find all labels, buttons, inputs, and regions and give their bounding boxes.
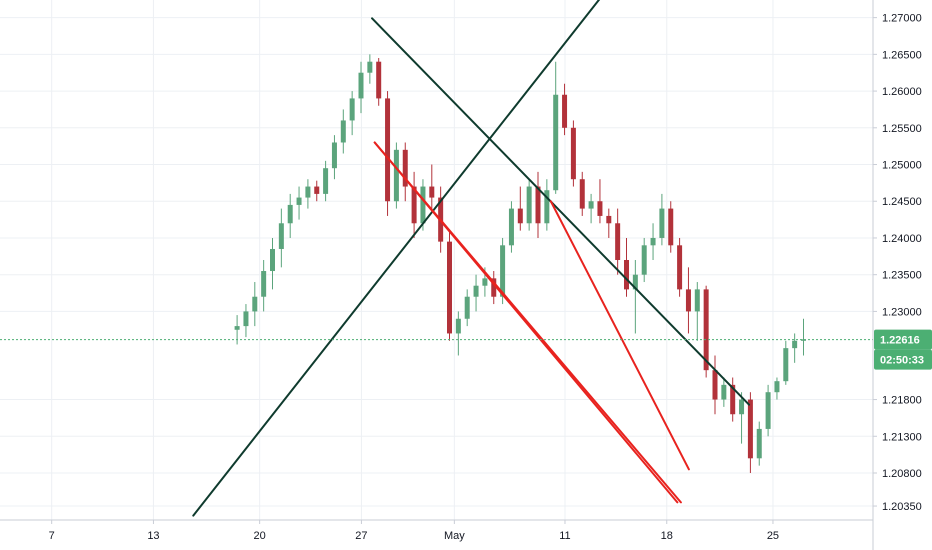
candle-body	[703, 289, 709, 371]
candle-body	[801, 339, 806, 341]
price-tick-label: 1.20800	[882, 468, 922, 480]
candle-body	[385, 98, 391, 202]
candle-body	[606, 215, 612, 224]
price-tick-label: 1.20350	[882, 501, 922, 513]
candle-body	[349, 98, 355, 121]
candle-body	[615, 223, 621, 260]
current-price-label: 1.22616	[880, 335, 920, 347]
price-tick-label: 1.23000	[882, 306, 922, 318]
candle-body	[340, 120, 346, 143]
candle-body	[252, 296, 258, 312]
candle-body	[482, 278, 488, 286]
candle-body	[553, 94, 559, 191]
candle-body	[526, 186, 532, 224]
trendline-channel-upper[interactable]	[549, 200, 690, 471]
candle-body	[261, 271, 267, 297]
candle-body	[632, 274, 638, 290]
price-tick-label: 1.25000	[882, 160, 922, 172]
price-tick-label: 1.21300	[882, 431, 922, 443]
price-tick-label: 1.25500	[882, 123, 922, 135]
candle-body	[278, 223, 284, 249]
trendline-descending-resistance[interactable]	[371, 17, 751, 406]
price-tick-label: 1.21800	[882, 395, 922, 407]
time-tick-label: 20	[254, 530, 266, 542]
candle-body	[694, 289, 700, 312]
candle-body	[429, 186, 435, 198]
candle-body	[641, 245, 647, 275]
candle-body	[314, 186, 320, 194]
time-tick-label: 18	[661, 530, 673, 542]
current-price-badge: 1.22616	[874, 329, 932, 350]
candle-body	[367, 61, 373, 73]
candle-body	[783, 348, 789, 382]
candle-body	[464, 296, 470, 319]
candle-body	[677, 245, 683, 290]
candle-body	[774, 381, 780, 393]
candle-body	[323, 168, 329, 194]
candle-body	[685, 289, 691, 312]
candle-body	[287, 204, 293, 224]
time-tick-label: 25	[767, 530, 779, 542]
price-tick-label: 1.23500	[882, 270, 922, 282]
candle-body	[402, 149, 408, 187]
price-tick-label: 1.24000	[882, 233, 922, 245]
candle-body	[393, 149, 399, 202]
time-tick-label: 11	[559, 530, 570, 542]
grid	[0, 0, 873, 520]
candle-body	[570, 127, 576, 180]
candle-body	[756, 428, 762, 459]
candle-body	[739, 399, 745, 415]
time-axis[interactable]: 7 13 20 27 May 11 18 25	[49, 520, 779, 542]
price-tick-label: 1.27000	[882, 13, 922, 25]
candle-body	[730, 384, 736, 415]
candle-body	[473, 285, 479, 297]
price-axis[interactable]: 1.27000 1.26500 1.26000 1.25500 1.25000 1.245…	[873, 13, 922, 513]
candle-body	[712, 370, 718, 400]
candle-body	[544, 190, 550, 224]
trendlines	[192, 0, 751, 517]
candle-body	[747, 399, 753, 459]
candle-body	[420, 186, 426, 224]
countdown-label: 02:50:33	[880, 355, 924, 367]
candle-body	[455, 318, 461, 334]
candle-body	[562, 94, 568, 128]
candle-body	[243, 311, 249, 327]
candle-body	[535, 186, 541, 224]
time-tick-label: May	[444, 530, 465, 542]
candle-body	[517, 208, 523, 224]
price-tick-label: 1.26000	[882, 86, 922, 98]
candle-body	[508, 208, 514, 246]
candle-body	[358, 72, 364, 99]
candle-body	[296, 197, 302, 205]
candles	[234, 54, 806, 473]
candle-body	[668, 208, 674, 246]
candle-body	[792, 340, 798, 349]
candle-body	[597, 201, 603, 216]
time-tick-label: 13	[147, 530, 159, 542]
time-tick-label: 27	[355, 530, 367, 542]
price-tick-label: 1.24500	[882, 196, 922, 208]
candle-body	[624, 260, 629, 290]
candle-body	[234, 326, 240, 330]
candle-body	[765, 392, 771, 429]
time-tick-label: 7	[49, 530, 55, 542]
candle-body	[721, 384, 727, 400]
candle-body	[579, 179, 585, 209]
candle-body	[447, 241, 452, 334]
trendline-ascending-support[interactable]	[192, 0, 622, 517]
candle-body	[305, 186, 311, 198]
trendline-channel-inner[interactable]	[373, 141, 682, 504]
countdown-badge: 02:50:33	[874, 349, 932, 370]
candle-body	[411, 186, 417, 224]
candle-body	[331, 142, 337, 169]
candle-body	[588, 201, 594, 209]
price-tick-label: 1.26500	[882, 49, 922, 61]
candle-body	[650, 237, 656, 246]
candle-body	[500, 245, 506, 297]
candle-body	[376, 61, 382, 99]
candle-body	[270, 248, 275, 272]
candle-body	[659, 208, 665, 238]
candle-body	[491, 278, 497, 297]
